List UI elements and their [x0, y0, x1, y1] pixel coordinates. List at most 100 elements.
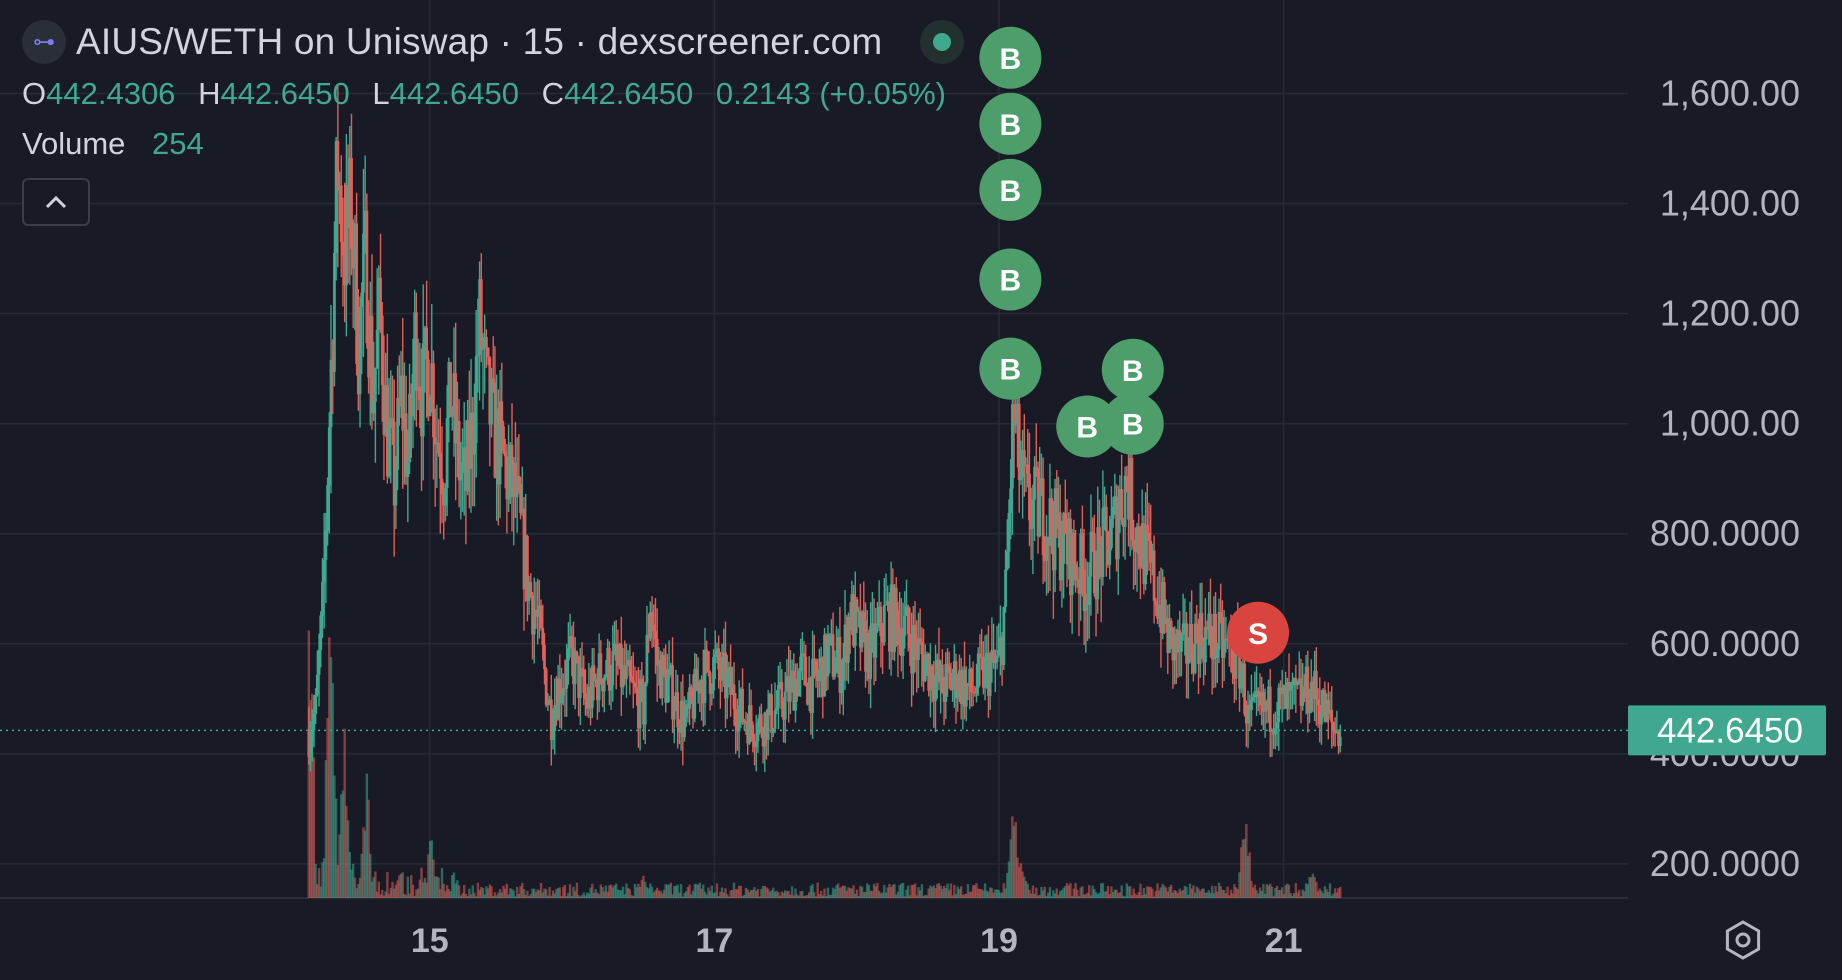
candle-body: [570, 636, 574, 649]
candle-body: [1121, 519, 1125, 527]
volume-bar: [1205, 892, 1209, 898]
candle-body: [1323, 690, 1327, 723]
volume-bar: [575, 882, 579, 898]
buy-marker[interactable]: B: [1101, 392, 1164, 455]
volume-bar: [1152, 896, 1156, 898]
volume-bar: [657, 890, 661, 898]
volume-bar: [773, 891, 777, 898]
candle-body: [348, 157, 352, 229]
candle-body: [1074, 564, 1077, 581]
volume-bar: [1058, 891, 1062, 898]
candle-body: [1132, 539, 1136, 547]
volume-bar: [632, 896, 635, 898]
buy-marker[interactable]: B: [979, 158, 1042, 221]
price-axis: 1,600.00 1,400.00 1,200.00 1,000.00 800.0000…: [1650, 73, 1800, 884]
sell-marker[interactable]: S: [1227, 601, 1289, 664]
candle-body: [898, 628, 902, 646]
volume-bar: [1007, 861, 1011, 898]
candle-body: [543, 644, 546, 670]
volume-bar: [1301, 889, 1304, 898]
candle-body: [664, 668, 668, 703]
candle-body: [695, 668, 698, 691]
candle-body: [517, 476, 521, 485]
volume-bar: [377, 881, 381, 898]
trade-marker-circle: [979, 248, 1042, 311]
buy-marker[interactable]: B: [1101, 338, 1164, 401]
candle-body: [915, 643, 919, 660]
collapse-legend-button[interactable]: [22, 178, 90, 226]
buy-marker[interactable]: B: [1056, 395, 1119, 458]
candle-body: [978, 653, 982, 657]
volume-bar: [866, 883, 869, 898]
volume-bar: [352, 863, 355, 898]
buy-marker[interactable]: B: [979, 92, 1042, 155]
candle-body: [636, 692, 640, 729]
volume-bar: [1122, 895, 1125, 898]
candle-body: [495, 408, 499, 478]
volume-bar: [674, 885, 678, 898]
candle-body: [483, 337, 487, 349]
volume-bar: [953, 885, 956, 898]
volume-bar: [392, 888, 396, 898]
candle-body: [539, 605, 543, 629]
candle-body: [910, 648, 914, 674]
candle-body: [466, 419, 470, 491]
buy-marker[interactable]: B: [979, 248, 1042, 311]
volume-bar: [843, 885, 847, 898]
volume-bar: [720, 887, 724, 898]
volume-bar: [917, 887, 920, 898]
volume-bar: [350, 869, 353, 898]
candle-body: [1162, 582, 1166, 625]
volume-bar: [821, 895, 825, 898]
volume-bar: [992, 892, 995, 898]
candle-body: [688, 687, 692, 709]
volume-bar: [1057, 894, 1060, 898]
volume-bar: [497, 892, 500, 898]
buy-marker[interactable]: B: [979, 26, 1042, 89]
volume-bar: [596, 892, 599, 898]
volume-bar: [918, 890, 922, 898]
candle-body: [889, 584, 893, 652]
volume-bar: [1245, 823, 1248, 898]
candle-body: [992, 649, 995, 663]
trade-marker-circle: [979, 158, 1042, 221]
candle-body: [1019, 477, 1023, 481]
volume-bar: [765, 887, 768, 898]
candle-body: [1273, 728, 1277, 735]
volume-bar: [1207, 890, 1210, 898]
volume-bar: [1181, 889, 1185, 898]
candle-body: [1299, 678, 1303, 706]
volume-bar: [452, 872, 456, 898]
status-indicator[interactable]: [920, 20, 965, 64]
link-icon[interactable]: ⊶: [22, 20, 66, 64]
candle-body: [853, 599, 857, 647]
volume-bar: [514, 896, 517, 898]
volume-bar: [340, 794, 343, 898]
candle-body: [1028, 473, 1031, 521]
candle-body: [676, 692, 680, 728]
candle-body: [1072, 533, 1076, 565]
volume-bar: [427, 854, 430, 898]
volume-bar: [895, 894, 898, 898]
volume-bar: [548, 886, 551, 898]
volume-bar: [666, 884, 669, 898]
buy-marker[interactable]: B: [979, 337, 1042, 400]
candle-body: [758, 714, 762, 723]
volume-bar: [343, 728, 346, 898]
volume-bar: [476, 882, 480, 898]
candle-body: [560, 695, 563, 704]
candle-body: [327, 427, 331, 486]
chart-settings-icon[interactable]: [1725, 920, 1761, 960]
candle-body: [479, 279, 483, 350]
volume-bar: [398, 875, 401, 898]
candle-body: [604, 675, 608, 678]
volume-bar: [507, 894, 510, 898]
candle-body: [811, 658, 814, 713]
candle-body: [826, 645, 830, 677]
candle-body: [652, 624, 656, 632]
last-price-indicator: 442.6450: [0, 705, 1826, 756]
candle-body: [1142, 523, 1146, 585]
candle-body: [1014, 421, 1018, 426]
candle-body: [958, 670, 961, 692]
